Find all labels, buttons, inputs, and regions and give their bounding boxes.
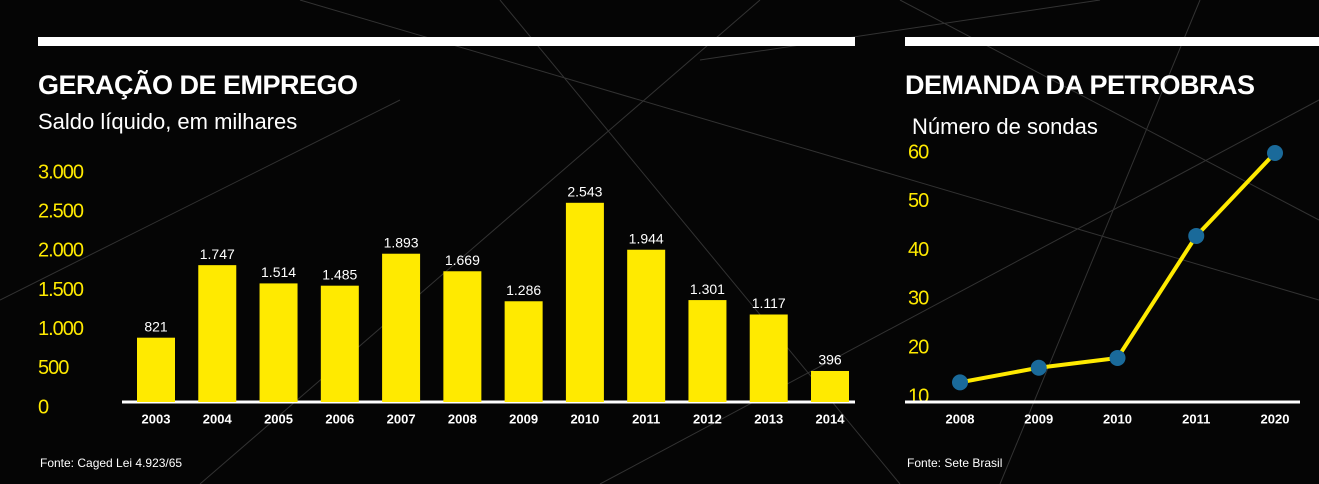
x-tick-label: 2014 [816, 411, 846, 426]
y-tick-label: 10 [908, 385, 929, 407]
x-tick-label: 2006 [325, 411, 354, 426]
x-tick-label: 2010 [1103, 411, 1132, 426]
x-tick-label: 2003 [142, 411, 171, 426]
y-tick-label: 20 [908, 336, 929, 358]
y-tick-label: 2.000 [38, 240, 84, 262]
chart-title: GERAÇÃO DE EMPREGO [38, 69, 358, 100]
bar [565, 202, 604, 402]
x-tick-label: 2004 [203, 411, 233, 426]
header-rule [38, 37, 855, 46]
chart-subtitle: Saldo líquido, em milhares [38, 109, 297, 134]
y-tick-label: 1.000 [38, 318, 84, 340]
value-label: 821 [144, 318, 168, 334]
value-label: 1.514 [261, 264, 296, 280]
value-label: 1.747 [200, 246, 235, 262]
value-label: 1.893 [384, 234, 419, 250]
chart-subtitle: Número de sondas [912, 114, 1098, 139]
bar [320, 285, 359, 402]
x-tick-label: 2007 [387, 411, 416, 426]
value-label: 396 [818, 352, 842, 368]
bar [627, 249, 666, 402]
data-point [1109, 349, 1126, 366]
y-tick-label: 0 [38, 396, 49, 418]
bar [688, 300, 727, 402]
value-label: 1.485 [322, 266, 357, 282]
y-tick-label: 60 [908, 141, 929, 163]
header-rule [905, 37, 1319, 46]
value-label: 1.944 [629, 230, 664, 246]
bar [749, 314, 788, 402]
bar [811, 370, 849, 402]
y-tick-label: 2.500 [38, 200, 84, 222]
y-tick-label: 40 [908, 239, 929, 261]
value-label: 1.301 [690, 281, 725, 297]
x-tick-label: 2011 [632, 411, 660, 426]
source-note: Fonte: Caged Lei 4.923/65 [40, 456, 182, 470]
source-note: Fonte: Sete Brasil [907, 456, 1002, 470]
chart-title: DEMANDA DA PETROBRAS [905, 70, 1255, 100]
data-point [1030, 359, 1047, 376]
value-label: 2.543 [567, 184, 602, 200]
x-tick-label: 2013 [754, 411, 783, 426]
bar [504, 301, 543, 402]
bar [198, 265, 237, 402]
x-tick-label: 2020 [1261, 411, 1290, 426]
x-tick-label: 2009 [509, 411, 538, 426]
x-tick-label: 2008 [448, 411, 477, 426]
x-tick-label: 2011 [1182, 411, 1210, 426]
data-point [1188, 227, 1205, 244]
value-label: 1.286 [506, 282, 541, 298]
bar [137, 337, 175, 402]
bar [443, 271, 482, 402]
x-tick-label: 2005 [264, 411, 293, 426]
y-tick-label: 50 [908, 190, 929, 212]
value-label: 1.117 [752, 295, 786, 311]
x-tick-label: 2008 [946, 411, 975, 426]
data-point [952, 374, 968, 391]
y-tick-label: 3.000 [38, 161, 84, 183]
y-tick-label: 30 [908, 288, 929, 310]
x-tick-label: 2010 [570, 411, 599, 426]
data-point [1267, 145, 1283, 161]
y-tick-label: 1.500 [38, 279, 84, 301]
x-tick-label: 2012 [693, 411, 722, 426]
value-label: 1.669 [445, 252, 480, 268]
y-tick-label: 500 [38, 357, 69, 379]
bar [259, 283, 298, 402]
bar [382, 253, 421, 402]
x-tick-label: 2009 [1024, 411, 1053, 426]
